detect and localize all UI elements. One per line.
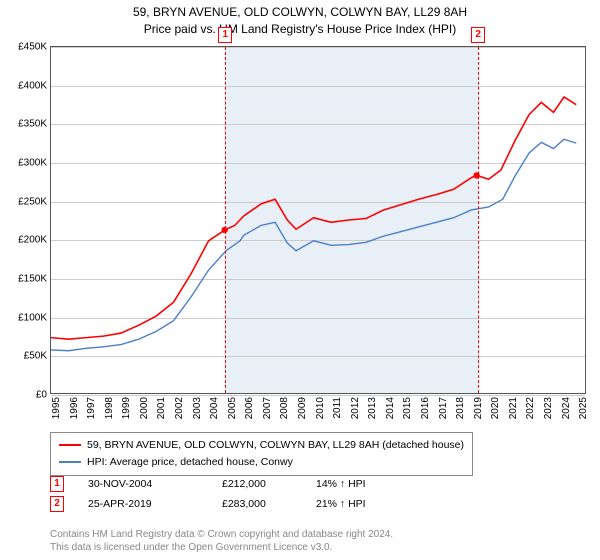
sale-delta: 14% ↑ HPI [316, 478, 366, 490]
x-axis-label: 2020 [490, 397, 501, 419]
x-axis-label: 2015 [402, 397, 413, 419]
sale-vline [478, 47, 479, 393]
series-property [51, 97, 576, 339]
sale-row: 1 30-NOV-2004 £212,000 14% ↑ HPI [50, 476, 366, 492]
chart-legend: 59, BRYN AVENUE, OLD COLWYN, COLWYN BAY,… [50, 432, 473, 476]
sale-marker-icon: 1 [50, 476, 64, 492]
x-axis-label: 2012 [350, 397, 361, 419]
legend-item: 59, BRYN AVENUE, OLD COLWYN, COLWYN BAY,… [59, 437, 464, 454]
x-axis-label: 1996 [69, 397, 80, 419]
y-axis-label: £0 [36, 390, 47, 401]
sale-price: £283,000 [222, 498, 292, 510]
x-axis-label: 2017 [438, 397, 449, 419]
legend-swatch [59, 444, 81, 446]
x-axis-label: 1998 [104, 397, 115, 419]
y-axis-label: £250K [18, 196, 47, 207]
x-axis-label: 2003 [192, 397, 203, 419]
sale-row: 2 25-APR-2019 £283,000 21% ↑ HPI [50, 496, 366, 512]
x-axis-label: 1999 [121, 397, 132, 419]
x-axis-label: 2021 [508, 397, 519, 419]
chart-plot-area: £0£50K£100K£150K£200K£250K£300K£350K£400… [50, 46, 586, 394]
legend-label: 59, BRYN AVENUE, OLD COLWYN, COLWYN BAY,… [87, 437, 464, 454]
x-axis-label: 2002 [174, 397, 185, 419]
chart-title-line1: 59, BRYN AVENUE, OLD COLWYN, COLWYN BAY,… [0, 4, 600, 21]
sale-marker-label: 1 [218, 27, 232, 43]
sale-vline [225, 47, 226, 393]
x-axis-label: 2022 [525, 397, 536, 419]
sale-marker-label: 2 [471, 27, 485, 43]
series-hpi [51, 139, 576, 350]
x-axis-label: 2000 [139, 397, 150, 419]
legend-swatch [59, 461, 81, 463]
x-axis-label: 2024 [561, 397, 572, 419]
gridline [51, 395, 585, 396]
sale-price: £212,000 [222, 478, 292, 490]
x-axis-label: 2009 [297, 397, 308, 419]
x-axis-label: 1997 [86, 397, 97, 419]
x-axis-label: 2023 [543, 397, 554, 419]
y-axis-label: £350K [18, 119, 47, 130]
x-axis-label: 2008 [279, 397, 290, 419]
x-axis-label: 2006 [244, 397, 255, 419]
footer-line1: Contains HM Land Registry data © Crown c… [50, 528, 393, 541]
sale-date: 25-APR-2019 [88, 498, 198, 510]
x-axis-label: 2025 [578, 397, 589, 419]
x-axis-label: 2013 [367, 397, 378, 419]
sale-delta: 21% ↑ HPI [316, 498, 366, 510]
sale-date: 30-NOV-2004 [88, 478, 198, 490]
sale-marker-icon: 2 [50, 496, 64, 512]
x-axis-label: 1995 [51, 397, 62, 419]
chart-title-line2: Price paid vs. HM Land Registry's House … [0, 21, 600, 38]
footer-line2: This data is licensed under the Open Gov… [50, 541, 393, 554]
x-axis-label: 2005 [227, 397, 238, 419]
y-axis-label: £200K [18, 235, 47, 246]
x-axis-label: 2014 [385, 397, 396, 419]
y-axis-label: £450K [18, 42, 47, 53]
x-axis-label: 2001 [156, 397, 167, 419]
x-axis-label: 2007 [262, 397, 273, 419]
x-axis-label: 2004 [209, 397, 220, 419]
x-axis-label: 2018 [455, 397, 466, 419]
footer-attribution: Contains HM Land Registry data © Crown c… [50, 528, 393, 554]
x-axis-label: 2011 [332, 397, 343, 419]
y-axis-label: £300K [18, 158, 47, 169]
x-axis-label: 2016 [420, 397, 431, 419]
y-axis-label: £150K [18, 274, 47, 285]
sale-events: 1 30-NOV-2004 £212,000 14% ↑ HPI 2 25-AP… [50, 476, 366, 516]
x-axis-label: 2010 [315, 397, 326, 419]
x-axis-label: 2019 [473, 397, 484, 419]
legend-item: HPI: Average price, detached house, Conw… [59, 454, 464, 471]
y-axis-label: £400K [18, 80, 47, 91]
y-axis-label: £50K [24, 351, 47, 362]
chart-svg [51, 47, 585, 393]
y-axis-label: £100K [18, 312, 47, 323]
legend-label: HPI: Average price, detached house, Conw… [87, 454, 293, 471]
